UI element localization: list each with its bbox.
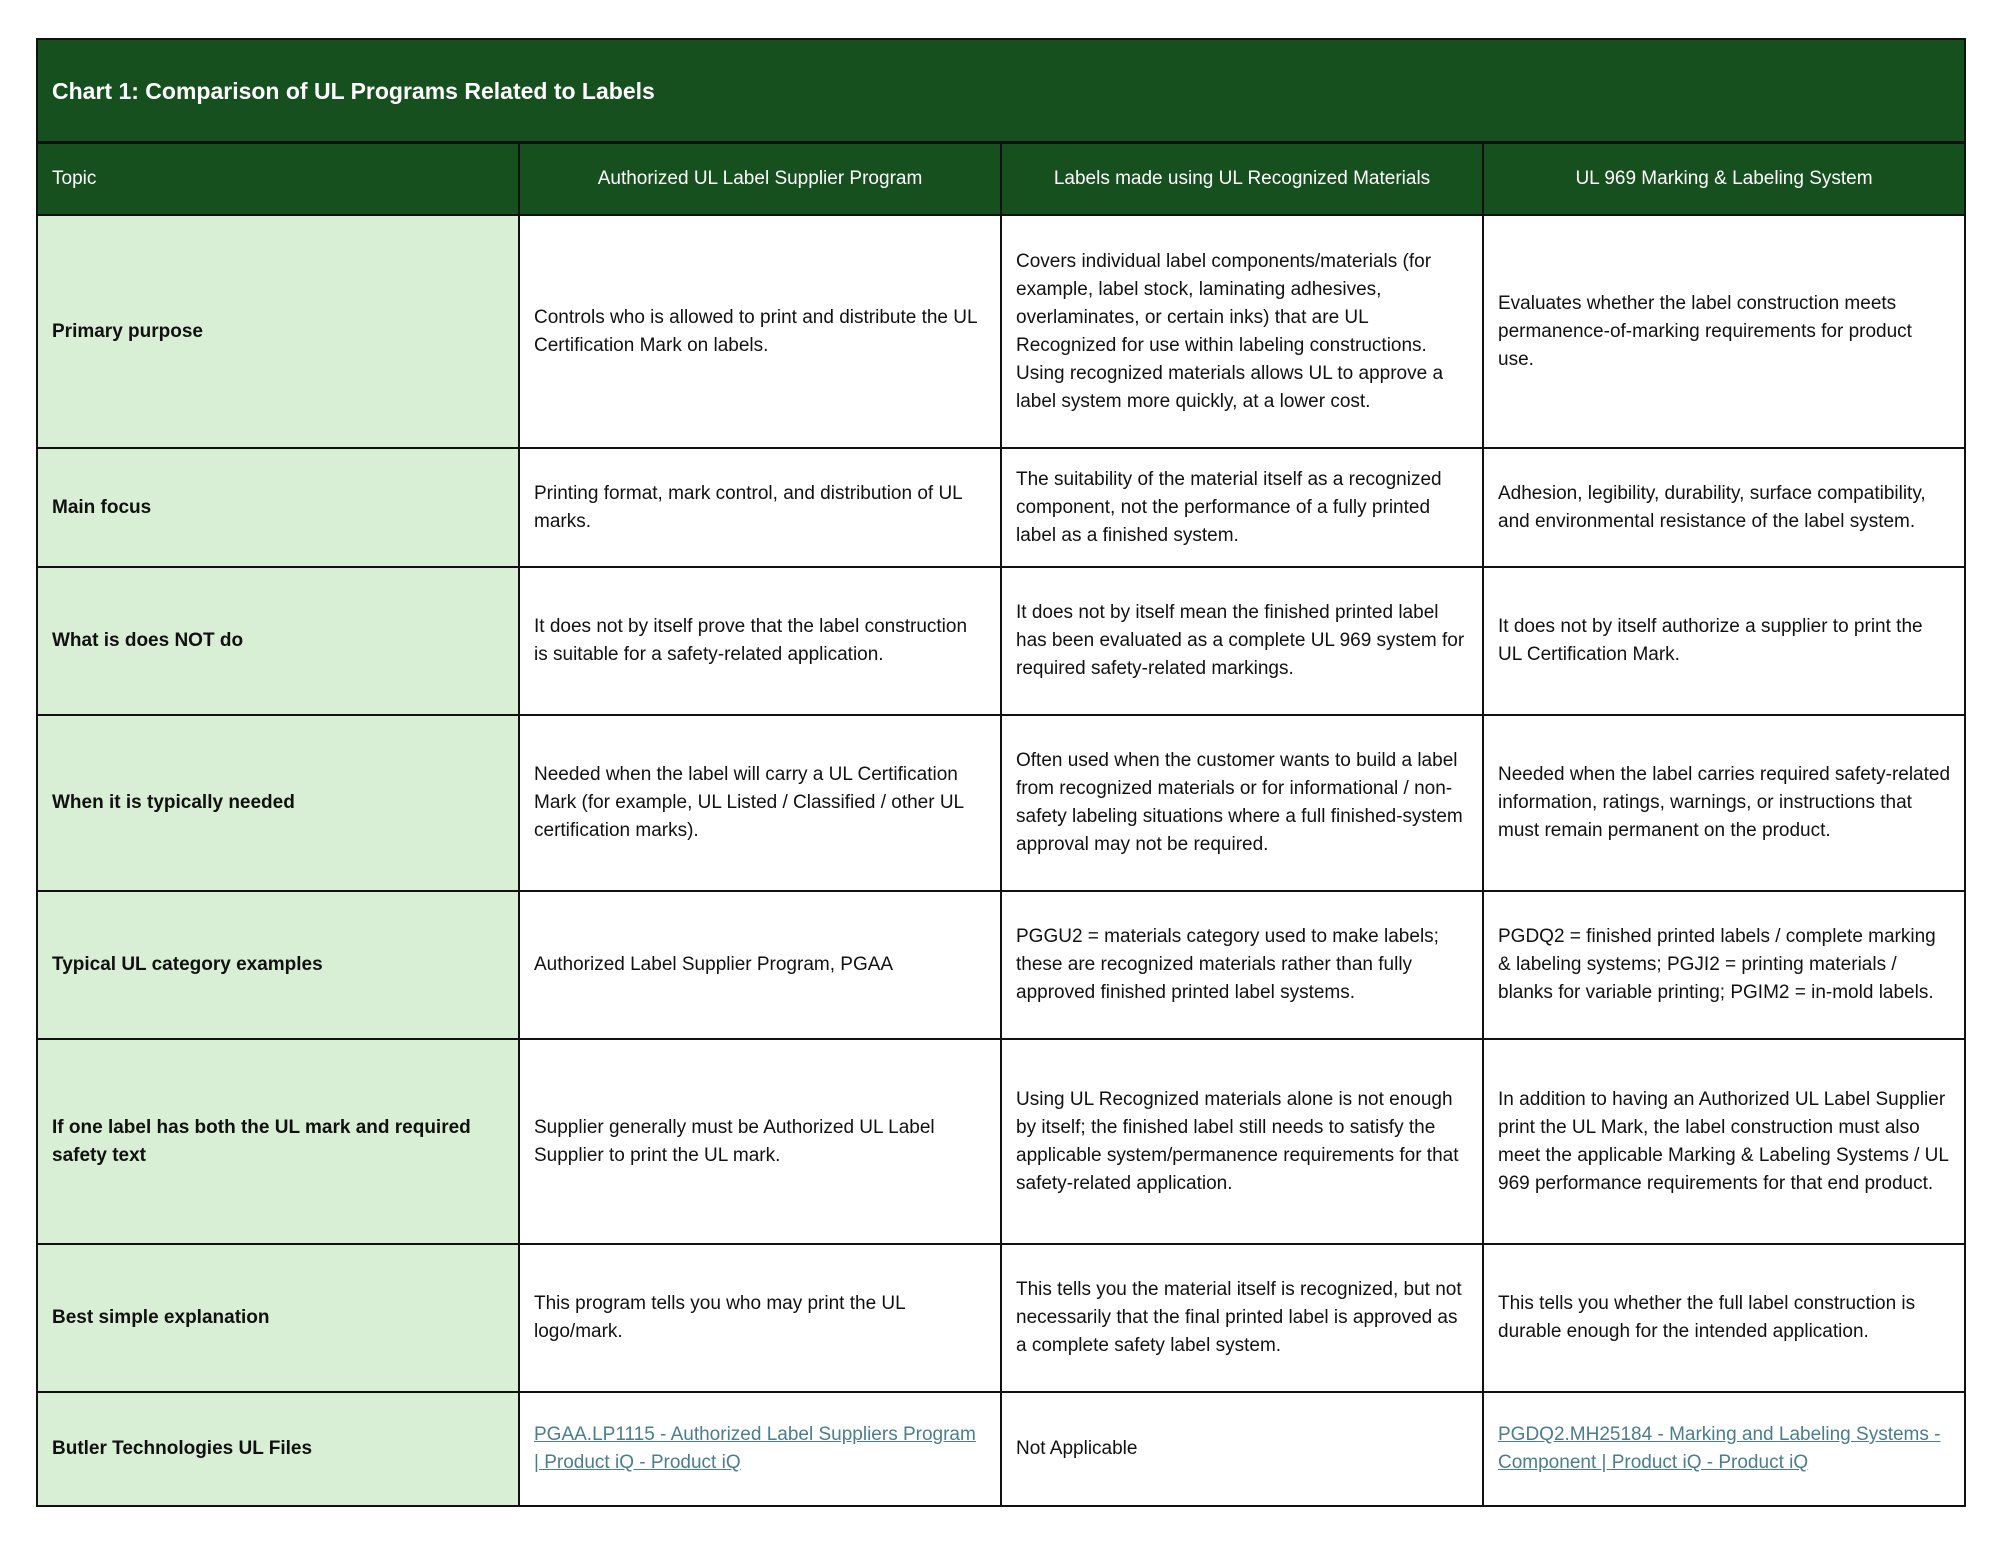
table-cell: PGAA.LP1115 - Authorized Label Suppliers… [518, 1391, 1002, 1507]
table-row: What is does NOT do It does not by itself… [36, 566, 1967, 716]
table-row: Primary purpose Controls who is allowed t… [36, 214, 1967, 449]
table-row: Typical UL category examples Authorized L… [36, 890, 1967, 1040]
table-row-files: Butler Technologies UL Files PGAA.LP1115… [36, 1391, 1967, 1507]
table-cell: Covers individual label components/mater… [1000, 214, 1484, 449]
table-cell: PGDQ2.MH25184 - Marking and Labeling Sys… [1481, 1391, 1967, 1507]
row-topic: Butler Technologies UL Files [36, 1391, 520, 1507]
table-cell: The suitability of the material itself a… [1000, 447, 1484, 568]
table-cell: PGDQ2 = finished printed labels / comple… [1481, 890, 1967, 1040]
comparison-table: Chart 1: Comparison of UL Programs Relat… [35, 38, 1967, 1507]
column-header: Labels made using UL Recognized Material… [1000, 141, 1484, 216]
table-cell: Supplier generally must be Authorized UL… [518, 1038, 1002, 1245]
header-row: Topic Authorized UL Label Supplier Progr… [36, 141, 1967, 216]
table-cell: Controls who is allowed to print and dis… [518, 214, 1002, 449]
row-topic: When it is typically needed [36, 714, 520, 892]
row-topic: If one label has both the UL mark and re… [36, 1038, 520, 1245]
row-topic: Primary purpose [36, 214, 520, 449]
table-title: Chart 1: Comparison of UL Programs Relat… [35, 38, 1967, 144]
table-cell: Evaluates whether the label construction… [1481, 214, 1967, 449]
row-topic: What is does NOT do [36, 566, 520, 716]
table-row: Main focus Printing format, mark control,… [36, 447, 1967, 568]
pgaa-file-link[interactable]: PGAA.LP1115 - Authorized Label Suppliers… [534, 1424, 976, 1473]
title-row: Chart 1: Comparison of UL Programs Relat… [35, 38, 1967, 144]
table-cell: In addition to having an Authorized UL L… [1481, 1038, 1967, 1245]
table-cell: Not Applicable [1000, 1391, 1484, 1507]
table-cell: This tells you the material itself is re… [1000, 1243, 1484, 1393]
table-cell: PGGU2 = materials category used to make … [1000, 890, 1484, 1040]
table-cell: Needed when the label carries required s… [1481, 714, 1967, 892]
row-topic: Best simple explanation [36, 1243, 520, 1393]
table-cell: This program tells you who may print the… [518, 1243, 1002, 1393]
table-row: When it is typically needed Needed when t… [36, 714, 1967, 892]
table-cell: Authorized Label Supplier Program, PGAA [518, 890, 1002, 1040]
table-cell: It does not by itself authorize a suppli… [1481, 566, 1967, 716]
column-header: UL 969 Marking & Labeling System [1481, 141, 1967, 216]
table-row: If one label has both the UL mark and re… [36, 1038, 1967, 1245]
table-row: Best simple explanation This program tell… [36, 1243, 1967, 1393]
table-cell: Needed when the label will carry a UL Ce… [518, 714, 1002, 892]
table-cell: It does not by itself prove that the lab… [518, 566, 1002, 716]
column-header: Authorized UL Label Supplier Program [518, 141, 1002, 216]
pgdq2-file-link[interactable]: PGDQ2.MH25184 - Marking and Labeling Sys… [1498, 1424, 1941, 1473]
table-cell: Printing format, mark control, and distr… [518, 447, 1002, 568]
table-cell: Using UL Recognized materials alone is n… [1000, 1038, 1484, 1245]
column-header: Topic [36, 141, 520, 216]
table-cell: It does not by itself mean the finished … [1000, 566, 1484, 716]
table-cell: Often used when the customer wants to bu… [1000, 714, 1484, 892]
table-cell: This tells you whether the full label co… [1481, 1243, 1967, 1393]
row-topic: Typical UL category examples [36, 890, 520, 1040]
row-topic: Main focus [36, 447, 520, 568]
table-cell: Adhesion, legibility, durability, surfac… [1481, 447, 1967, 568]
